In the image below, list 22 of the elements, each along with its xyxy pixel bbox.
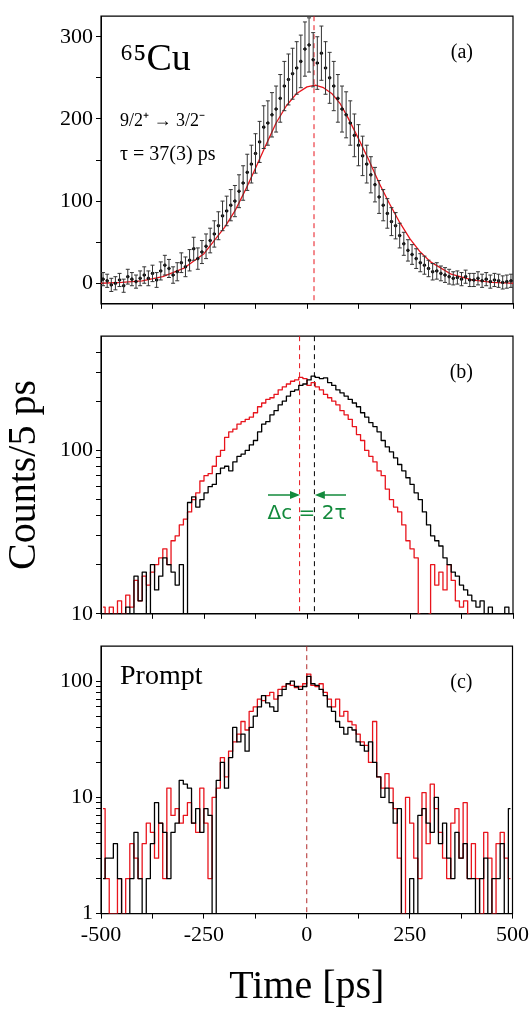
y-tick-label: 100 xyxy=(60,436,93,462)
x-tick-label: -250 xyxy=(183,920,225,946)
y-tick-label: 100 xyxy=(60,666,93,692)
annotation: (b) xyxy=(449,360,473,384)
y-tick-label: 300 xyxy=(60,22,93,48)
y-tick-label: 200 xyxy=(60,104,93,130)
annotation: τ = 37(3) ps xyxy=(120,142,216,166)
annotation: Δc = 2τ xyxy=(267,500,347,525)
x-tick-label: 500 xyxy=(496,920,529,946)
annotation: (c) xyxy=(450,670,473,694)
annotation: ⁶⁵Cu xyxy=(120,36,191,79)
x-tick-label: 250 xyxy=(393,920,427,946)
y-tick-label: 0 xyxy=(82,269,93,295)
y-tick-label: 10 xyxy=(71,599,93,625)
y-axis-title: Counts/5 ps xyxy=(0,379,44,571)
y-tick-label: 100 xyxy=(60,186,93,212)
y-tick-label: 10 xyxy=(71,783,93,809)
annotation: Prompt xyxy=(120,659,203,691)
x-tick-label: 0 xyxy=(301,920,313,946)
x-axis-title: Time [ps] xyxy=(229,961,385,1007)
annotation: 9/2⁺ → 3/2⁻ xyxy=(120,110,206,131)
annotation: (a) xyxy=(450,40,473,64)
